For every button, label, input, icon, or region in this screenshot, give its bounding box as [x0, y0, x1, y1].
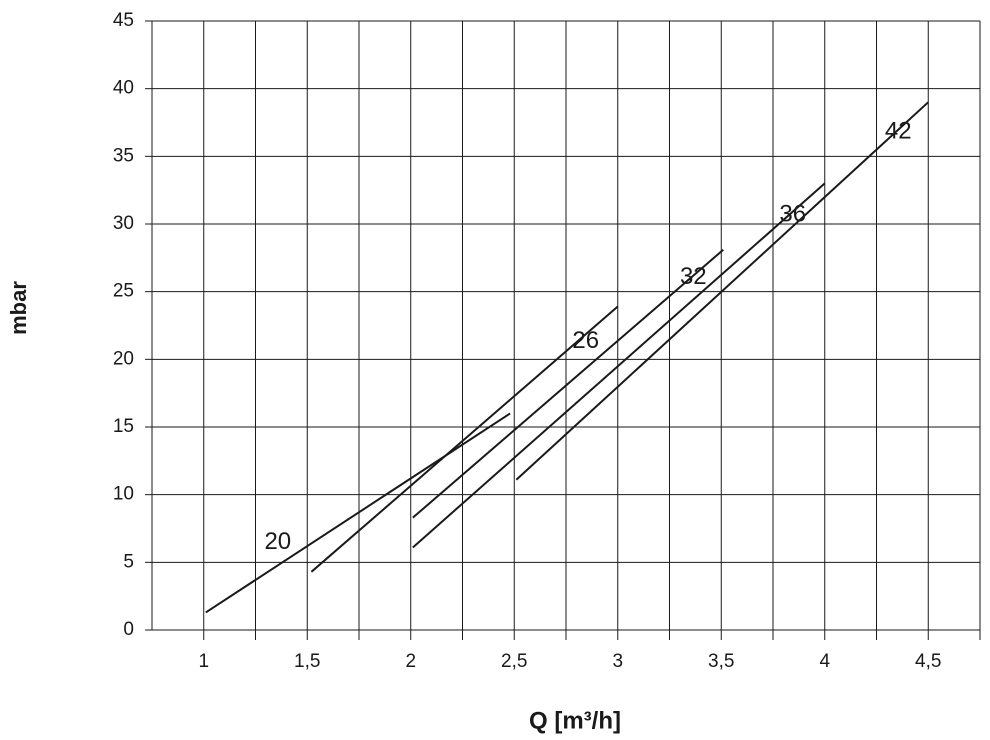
x-tick-label: 4	[819, 651, 830, 672]
x-tick-label: 3	[612, 651, 623, 672]
line-label: 32	[680, 263, 707, 290]
line	[205, 412, 511, 614]
y-tick-label: 40	[113, 78, 134, 99]
line	[412, 182, 826, 549]
line-label: 26	[572, 327, 599, 354]
line-label: 36	[779, 201, 806, 228]
y-tick-label: 35	[113, 145, 134, 166]
x-tick-label: 4,5	[915, 651, 941, 672]
y-tick-label: 25	[113, 281, 134, 302]
line	[412, 248, 724, 519]
y-tick-label: 0	[123, 619, 134, 640]
x-tick-label: 1,5	[294, 651, 320, 672]
line	[310, 305, 619, 573]
y-tick-label: 5	[123, 551, 134, 572]
y-tick-label: 45	[113, 10, 134, 31]
y-axis-label: mbar	[6, 281, 31, 335]
line-label: 42	[885, 118, 912, 145]
y-tick-label: 30	[113, 213, 134, 234]
x-tick-label: 2,5	[501, 651, 527, 672]
x-tick-label: 3,5	[708, 651, 734, 672]
line	[515, 101, 929, 481]
y-tick-label: 15	[113, 416, 134, 437]
line-label: 20	[264, 528, 291, 555]
y-tick-label: 10	[113, 484, 134, 505]
x-tick-label: 2	[405, 651, 416, 672]
y-tick-label: 20	[113, 348, 134, 369]
x-axis-label: Q [m³/h]	[529, 707, 621, 734]
x-tick-label: 1	[198, 651, 209, 672]
